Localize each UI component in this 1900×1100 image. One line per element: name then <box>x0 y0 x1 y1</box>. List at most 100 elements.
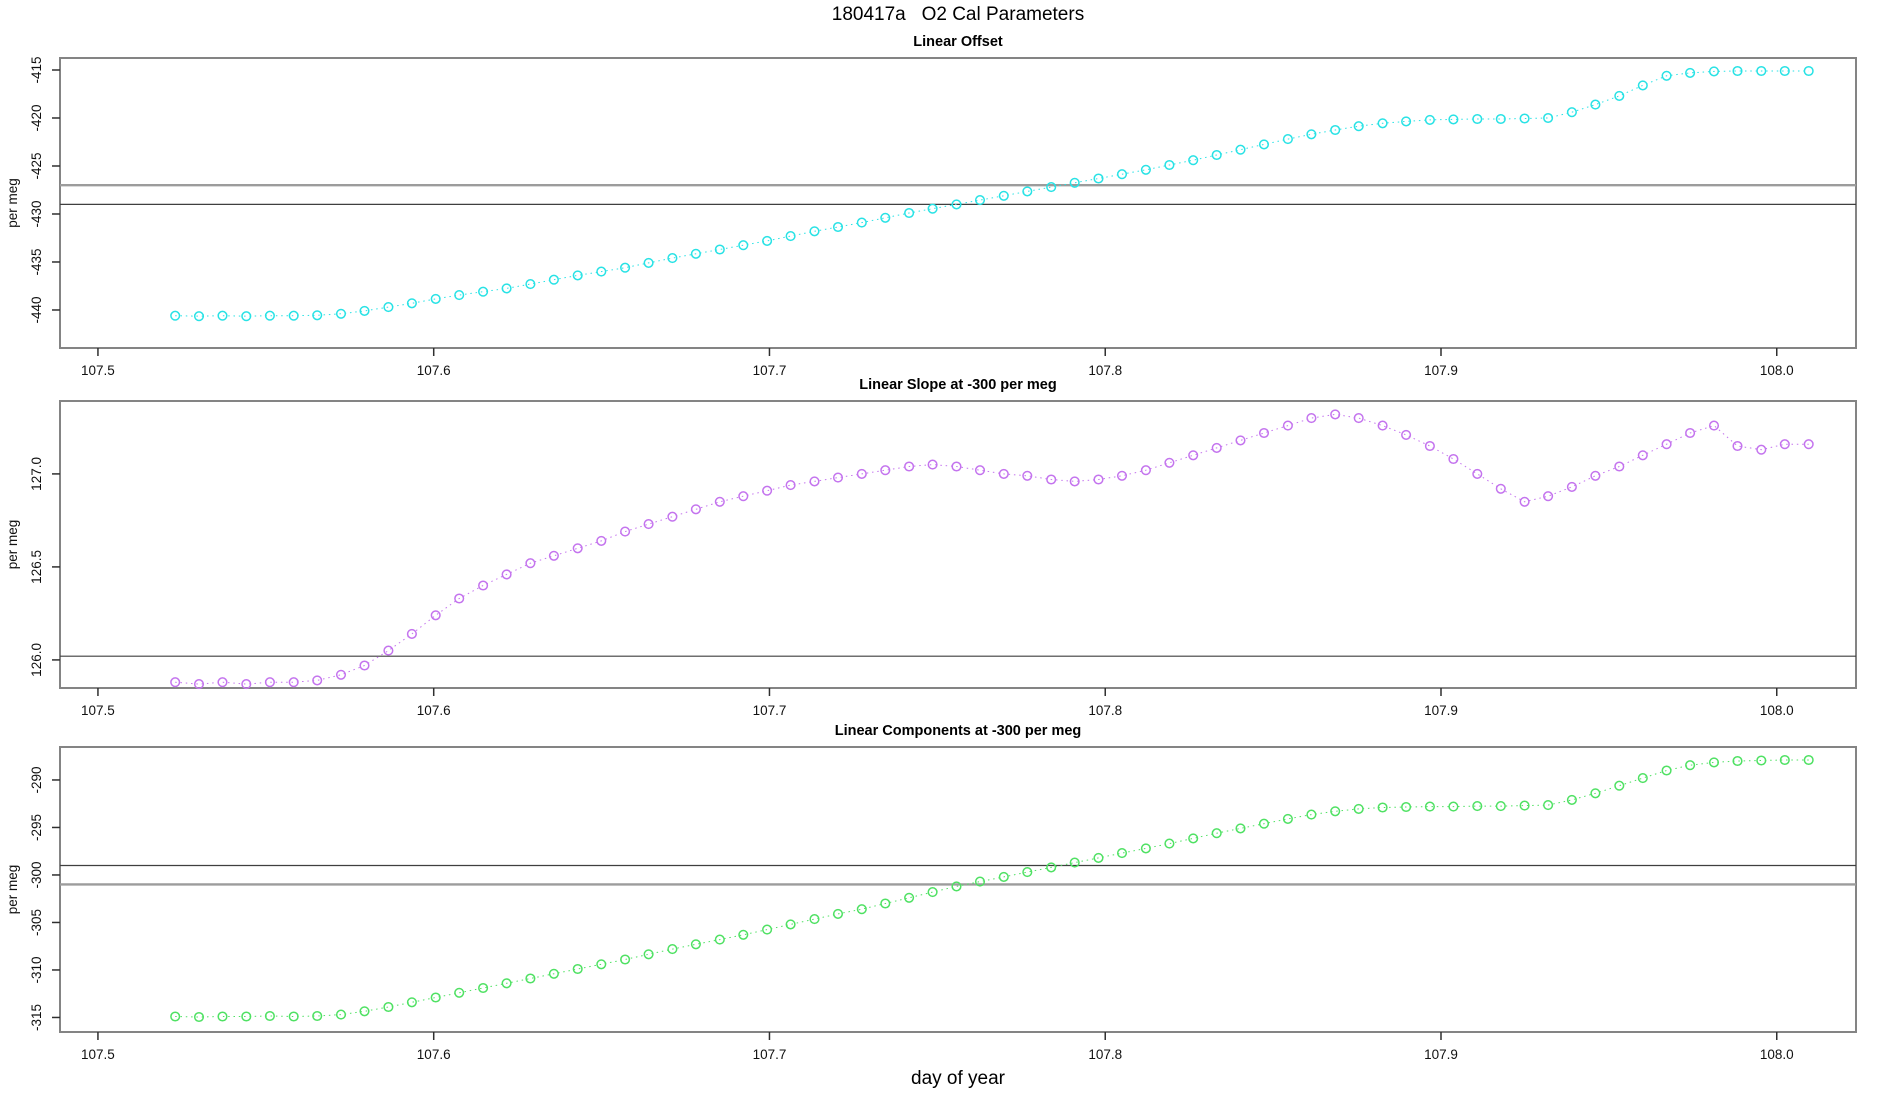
data-point <box>312 675 323 686</box>
x-axis-tick-label: 108.0 <box>1760 703 1794 718</box>
data-point <box>335 1009 347 1020</box>
data-point <box>1022 186 1033 197</box>
x-axis-tick-label: 107.8 <box>1088 1047 1122 1062</box>
data-point <box>1543 800 1554 811</box>
data-point <box>974 876 986 887</box>
data-point <box>880 465 891 476</box>
data-point <box>1732 755 1743 767</box>
data-point <box>288 310 299 321</box>
data-point <box>1140 843 1151 854</box>
x-axis-tick-label: 107.9 <box>1424 363 1458 378</box>
data-point <box>572 270 583 281</box>
data-point <box>1093 173 1104 184</box>
y-axis-title: per meg <box>5 178 20 228</box>
data-point <box>1258 818 1270 829</box>
data-point <box>288 677 299 688</box>
data-point <box>430 992 441 1003</box>
x-axis-tick-label: 107.8 <box>1088 363 1122 378</box>
data-point <box>596 266 607 277</box>
data-point <box>1353 121 1364 132</box>
y-axis-title: per meg <box>5 520 20 570</box>
data-point <box>1519 800 1530 811</box>
data-point <box>1566 481 1577 492</box>
data-point <box>335 308 347 319</box>
data-point <box>454 987 465 998</box>
data-point <box>1046 474 1057 485</box>
data-point <box>667 511 678 522</box>
data-point <box>1258 139 1270 150</box>
data-point <box>927 459 938 470</box>
data-point <box>690 504 701 515</box>
data-point <box>1472 468 1483 479</box>
data-point <box>643 949 654 960</box>
data-point <box>620 954 631 965</box>
data-point <box>1164 838 1175 849</box>
data-point <box>998 871 1009 882</box>
x-axis-title: day of year <box>911 1068 1005 1089</box>
y-axis-tick-label: -310 <box>29 956 44 983</box>
data-point <box>383 645 394 656</box>
x-axis-tick-label: 108.0 <box>1760 363 1794 378</box>
data-point <box>809 226 820 237</box>
data-point <box>548 550 559 561</box>
data-point <box>501 283 512 294</box>
data-point <box>1235 144 1246 155</box>
data-point <box>1685 67 1696 78</box>
x-axis-tick-label: 107.6 <box>417 1047 451 1062</box>
data-point <box>1424 440 1435 452</box>
data-point <box>359 305 370 316</box>
data-point <box>927 887 938 898</box>
data-point <box>1211 442 1222 453</box>
panel-linear-offset: 107.5 107.6 107.7 107.8 107.9 108.0 -415 -420 -4… <box>5 56 1857 378</box>
data-point <box>1779 65 1790 77</box>
data-point <box>1756 444 1767 455</box>
data-point <box>1282 420 1293 431</box>
x-axis-tick-label: 107.7 <box>753 1047 787 1062</box>
data-point <box>1188 155 1199 166</box>
data-point <box>217 1011 228 1022</box>
series-connector-line <box>175 759 1809 1018</box>
data-point <box>383 1001 394 1013</box>
data-point <box>1164 159 1175 171</box>
data-point <box>1590 470 1601 481</box>
data-point <box>1116 169 1128 180</box>
panel-title-linear-slope: Linear Slope at -300 per meg <box>859 377 1057 393</box>
data-point <box>1282 813 1293 824</box>
data-point <box>762 924 773 935</box>
data-point <box>1779 754 1790 766</box>
data-point <box>1164 457 1175 468</box>
data-point <box>620 262 631 273</box>
data-point <box>572 543 583 554</box>
data-point <box>951 461 962 472</box>
data-point <box>1022 867 1033 878</box>
data-point <box>525 558 536 569</box>
data-point <box>880 898 891 909</box>
data-point <box>241 311 252 322</box>
data-point <box>1069 857 1080 868</box>
data-point <box>1756 755 1767 766</box>
y-axis-tick-label: -425 <box>29 152 44 179</box>
data-point <box>880 212 891 223</box>
panel-linear-slope-at-300-per-meg: 107.5 107.6 107.7 107.8 107.9 108.0 127.0 126.5… <box>5 400 1857 718</box>
data-point <box>643 519 654 530</box>
data-point <box>998 468 1009 479</box>
data-point <box>1424 801 1435 812</box>
data-point <box>832 472 844 483</box>
data-point <box>1377 118 1388 129</box>
data-point <box>1235 823 1246 834</box>
data-point <box>1401 429 1412 440</box>
data-point <box>785 919 796 930</box>
data-point <box>738 929 749 940</box>
data-point <box>1614 90 1625 101</box>
data-point <box>1803 439 1814 450</box>
data-point <box>1046 182 1057 193</box>
series-connector-line <box>175 70 1809 317</box>
data-point <box>525 973 536 984</box>
data-point <box>1661 765 1672 776</box>
data-point <box>1685 760 1696 771</box>
data-point <box>856 217 867 228</box>
data-point <box>974 195 986 206</box>
data-point <box>478 286 489 297</box>
data-point <box>1661 70 1672 81</box>
